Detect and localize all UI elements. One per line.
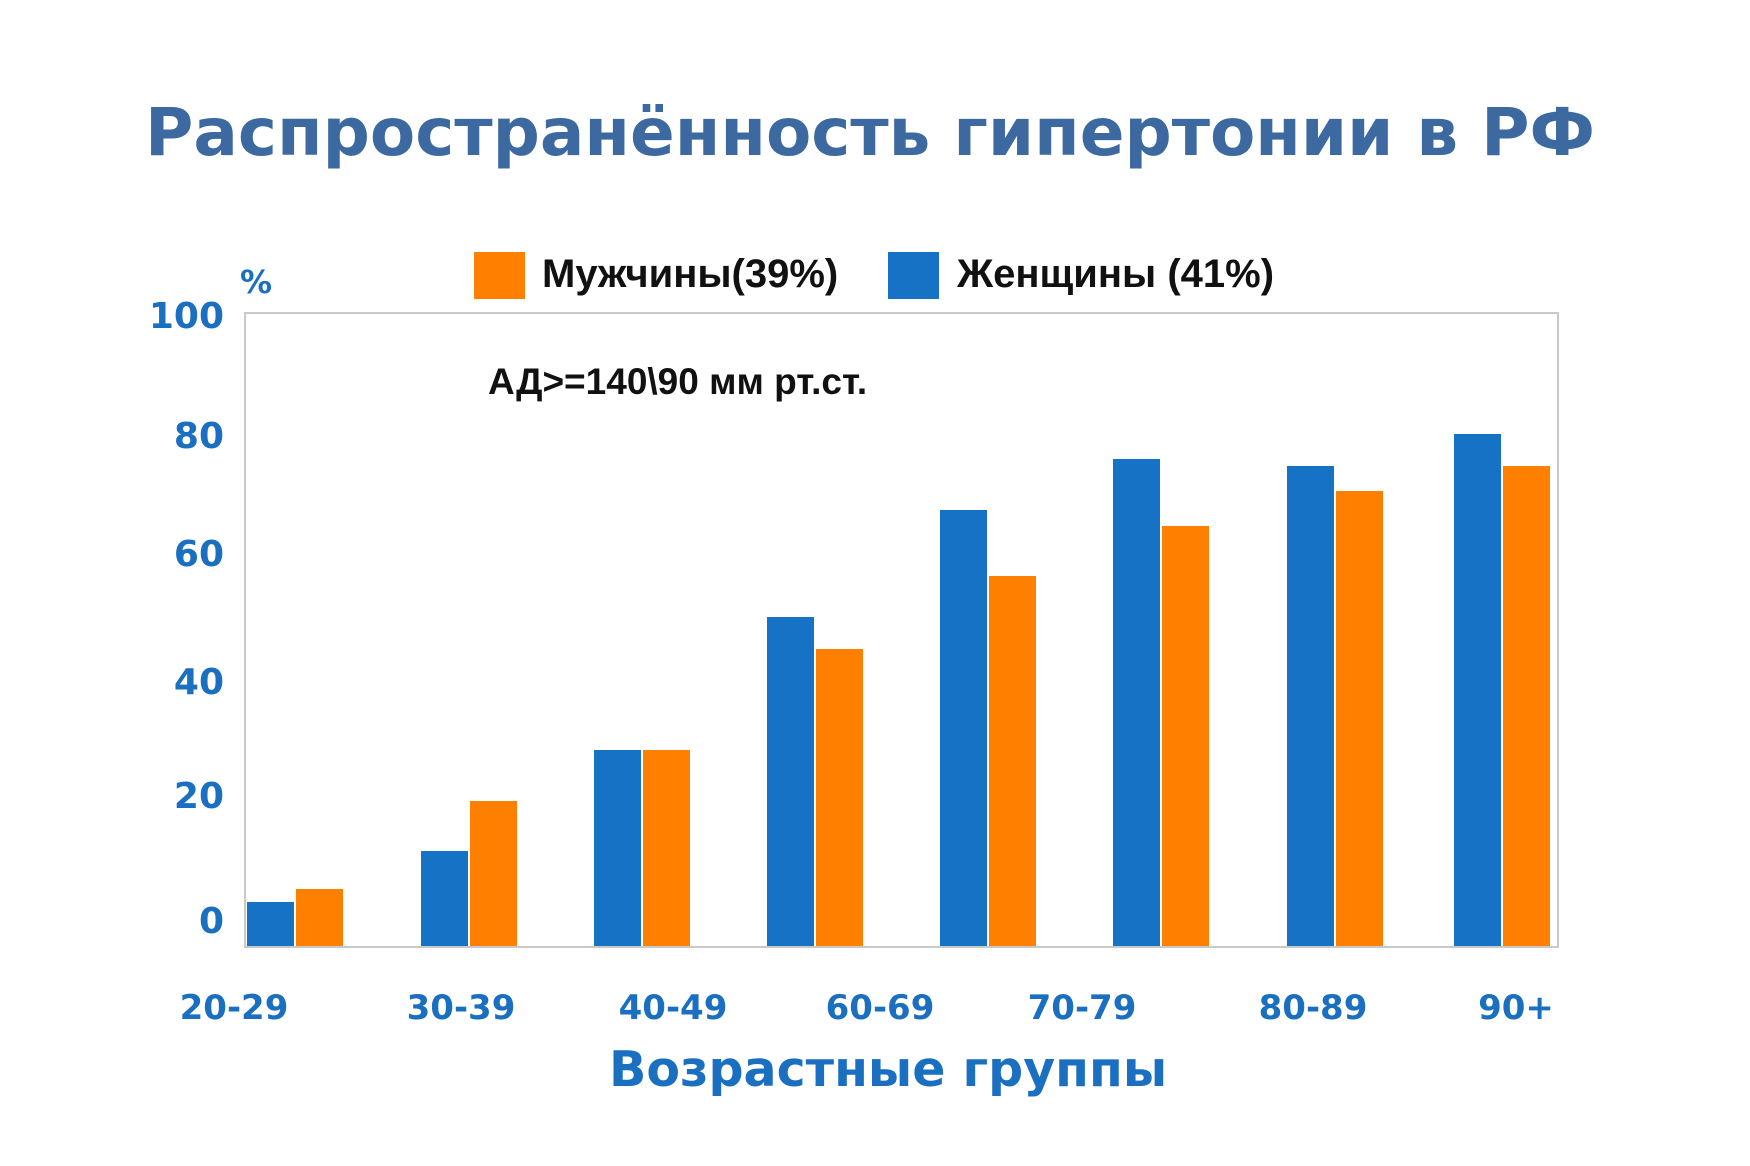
y-tick-20: 20 — [173, 776, 224, 817]
x-axis-title: Возрастные группы — [609, 1041, 1168, 1098]
legend-swatch-women — [888, 252, 939, 299]
y-tick-0: 0 — [198, 901, 224, 942]
bar-women-8 — [1454, 434, 1501, 946]
bar-women-7 — [1287, 466, 1334, 946]
legend-swatch-men — [474, 252, 525, 299]
bar-men-6 — [1162, 526, 1209, 946]
x-tick-30-39: 30-39 — [406, 988, 516, 1028]
bar-women-1 — [247, 902, 294, 946]
bar-women-4 — [767, 617, 814, 946]
bar-women-5 — [940, 510, 987, 946]
y-tick-80: 80 — [173, 416, 224, 457]
x-tick-60-69: 60-69 — [825, 988, 935, 1028]
bar-men-5 — [989, 576, 1036, 946]
bar-women-3 — [594, 750, 641, 946]
y-axis-unit: % — [240, 263, 273, 301]
bar-men-2 — [470, 801, 517, 946]
x-tick-70-79: 70-79 — [1027, 988, 1137, 1028]
bar-women-6 — [1113, 459, 1160, 946]
x-tick-40-49: 40-49 — [618, 988, 728, 1028]
x-tick-90-plus: 90+ — [1478, 988, 1554, 1028]
x-tick-80-89: 80-89 — [1258, 988, 1368, 1028]
x-tick-20-29: 20-29 — [179, 988, 289, 1028]
y-tick-60: 60 — [173, 534, 224, 575]
bar-men-8 — [1503, 466, 1550, 946]
bar-women-2 — [421, 851, 468, 946]
bar-men-7 — [1336, 491, 1383, 946]
legend-label-men: Мужчины(39%) — [542, 252, 839, 296]
bar-men-1 — [296, 889, 343, 946]
plot-area — [244, 312, 1559, 948]
bar-men-3 — [643, 750, 690, 946]
bar-men-4 — [816, 649, 863, 946]
chart-title: Распространённость гипертонии в РФ — [145, 94, 1595, 171]
bp-threshold-annotation: АД>=140\90 мм рт.ст. — [488, 361, 868, 402]
y-tick-40: 40 — [173, 662, 224, 703]
y-tick-100: 100 — [148, 296, 224, 337]
legend-label-women: Женщины (41%) — [957, 252, 1275, 296]
